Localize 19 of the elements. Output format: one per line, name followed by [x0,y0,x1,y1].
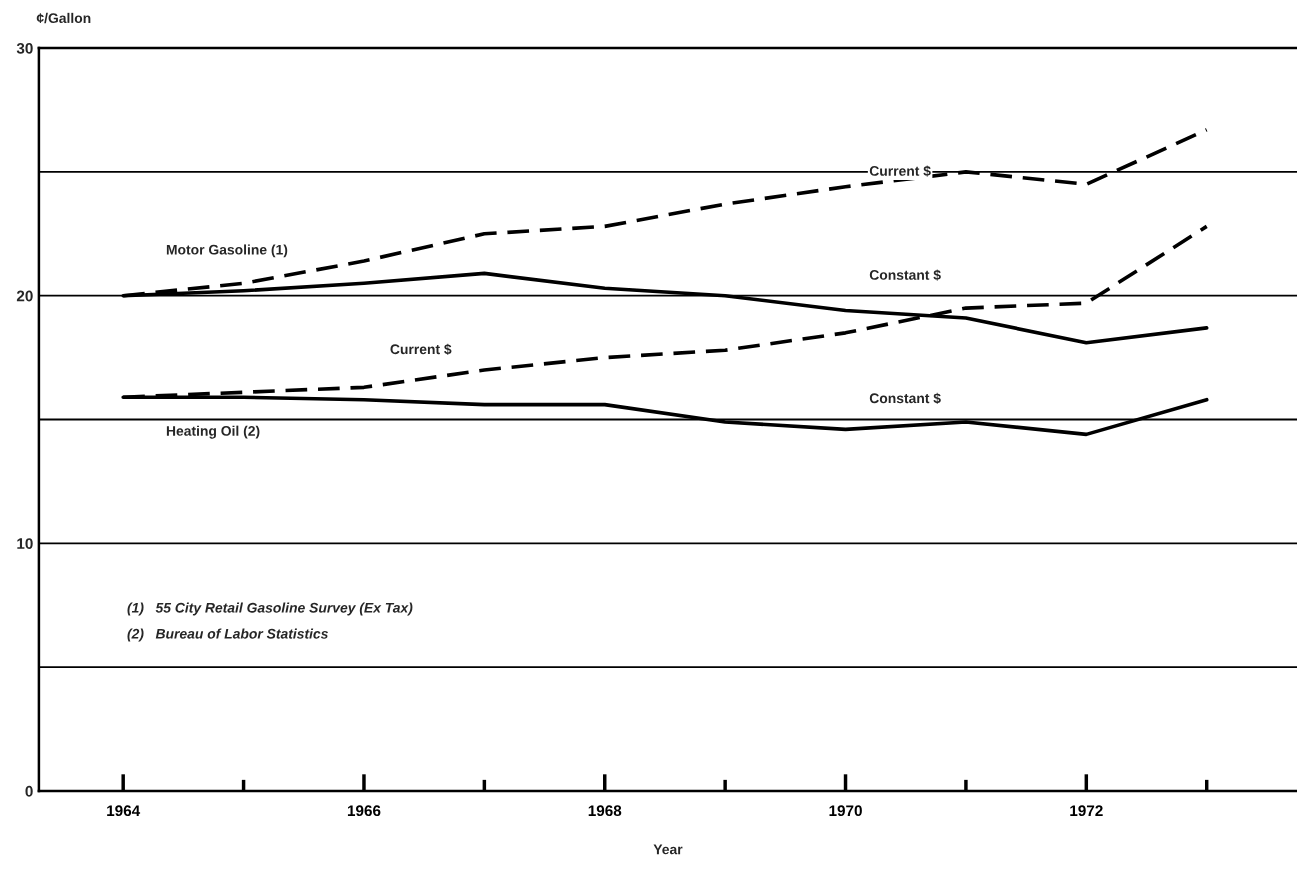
x-tick-label: 1970 [829,805,862,817]
x-tick-label: 1968 [588,805,622,817]
y-tick-label: 10 [17,538,33,550]
y-tick-label: 0 [25,785,33,797]
y-tick-label: 30 [16,42,33,54]
annotation: Heating Oil (2) [166,425,260,439]
annotation: Constant $ [869,392,941,405]
annotation: (2) Bureau of Labor Statistics [127,628,328,642]
x-axis-title: Year [653,844,683,855]
annotation: Current $ [390,343,452,356]
x-tick-label: 1972 [1070,805,1103,817]
annotation: Current $ [869,165,931,177]
y-axis-title: ¢/Gallon [36,12,91,24]
annotation: Motor Gasoline (1) [166,244,288,258]
annotation: Constant $ [869,269,941,281]
x-tick-label: 1966 [347,805,381,817]
x-tick-label: 1964 [107,805,141,817]
annotation: (1) 55 City Retail Gasoline Survey (Ex Tax) [127,602,413,616]
y-tick-label: 20 [16,290,33,302]
